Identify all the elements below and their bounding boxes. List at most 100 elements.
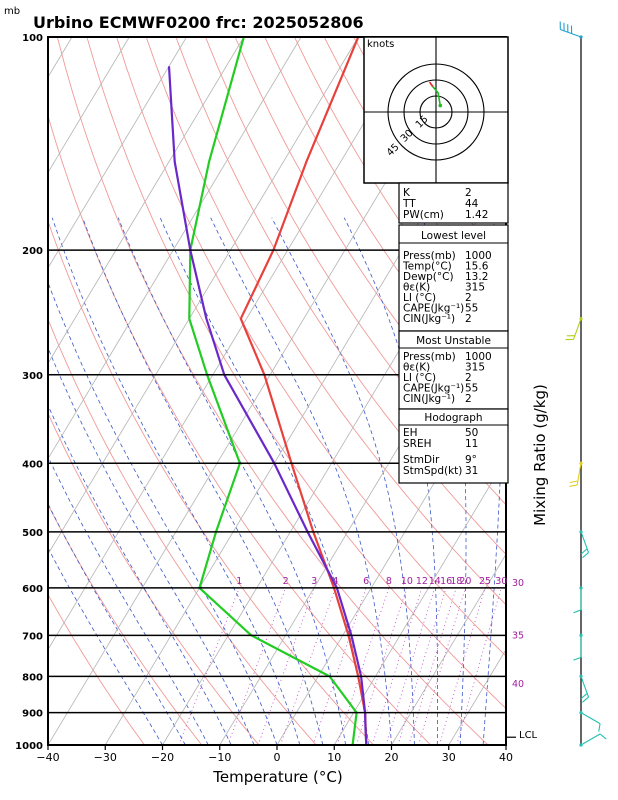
series-dewpoint: [188, 37, 358, 745]
mixing-ratio-label: 3: [311, 576, 317, 587]
isotherm: [0, 37, 15, 745]
table-row-value: 9°: [465, 454, 477, 466]
mixing-ratio-label: 4: [332, 576, 338, 587]
wind-barb-flag: [598, 723, 601, 732]
pressure-tick-label: 200: [22, 246, 43, 257]
pressure-tick-label: 1000: [15, 741, 43, 752]
mixing-ratio-line: [371, 587, 423, 745]
table-row-value: 2: [465, 313, 472, 325]
mixing-ratio-label: 16: [440, 576, 452, 587]
pressure-tick-label: 400: [22, 459, 43, 470]
chart-title: Urbino ECMWF0200 frc: 2025052806: [33, 13, 364, 32]
wind-barb-flag: [582, 696, 589, 703]
x-tick-label: 40: [499, 751, 513, 764]
hodograph-point: [438, 103, 443, 108]
isotherm: [391, 553, 506, 745]
x-tick-label: 0: [274, 751, 281, 764]
x-tick-label: −20: [151, 751, 174, 764]
table-row-value: 1000: [465, 351, 492, 363]
wind-barb-staff: [580, 676, 590, 698]
wind-barb-flag: [573, 609, 582, 614]
wind-barb-base: [579, 711, 583, 715]
mixing-ratio-label: 8: [386, 576, 392, 587]
x-tick-label: 20: [385, 751, 399, 764]
hodograph-trace-low: [431, 84, 442, 106]
table-header: Lowest level: [421, 230, 486, 242]
theta-e-label: 30: [512, 578, 524, 589]
pressure-tick-label: 700: [22, 631, 43, 642]
isotherm: [333, 457, 506, 745]
mixing-ratio-label: 6: [363, 576, 369, 587]
table-row-value: 31: [465, 465, 478, 477]
table-row-label: CAPE(Jkg⁻¹): [403, 303, 464, 315]
table-row-label: θε(K): [403, 362, 430, 374]
table-row-label: SREH: [403, 438, 432, 450]
wind-barb: [579, 733, 607, 747]
moist-adiabat: [48, 547, 163, 745]
dry-adiabat: [501, 37, 506, 44]
isotherm: [48, 37, 302, 460]
table-row-label: LI (°C): [403, 372, 436, 384]
wind-barb-staff: [580, 733, 601, 746]
mb-unit-label: mb: [4, 6, 20, 17]
pressure-tick-label: 100: [22, 33, 43, 44]
mixing-ratio-label: 20: [459, 576, 471, 587]
wind-barb-staff: [572, 318, 582, 340]
isotherm: [48, 37, 359, 555]
lcl-label: LCL: [519, 730, 538, 741]
mixing-ratio-label: 30: [495, 576, 507, 587]
hodograph-units: knots: [367, 39, 394, 50]
table-row-value: 2: [465, 187, 472, 199]
table-row-value: 1000: [465, 250, 492, 262]
wind-barb-flag: [599, 733, 607, 740]
table-row-value: 2: [465, 372, 472, 384]
table-row-label: K: [403, 187, 411, 199]
pressure-tick-label: 500: [22, 528, 43, 539]
dry-adiabat: [561, 37, 618, 760]
wind-barb-base: [579, 743, 583, 747]
isotherm: [48, 37, 245, 365]
table-header: Hodograph: [424, 412, 482, 424]
table-row-label: EH: [403, 427, 418, 439]
table-row-label: StmDir: [403, 454, 440, 466]
dry-adiabat: [175, 37, 506, 555]
pressure-tick-label: 300: [22, 371, 43, 382]
table-row-label: CAPE(Jkg⁻¹): [403, 383, 464, 395]
table-row-label: Press(mb): [403, 351, 456, 363]
mixing-ratio-line: [227, 587, 286, 745]
moist-adiabat: [48, 281, 278, 745]
table-row-value: 44: [465, 198, 479, 210]
index-box: [398, 182, 509, 224]
table-row-value: 50: [465, 427, 478, 439]
wind-barb: [579, 674, 590, 703]
table-row-value: 11: [465, 438, 478, 450]
mixing-ratio-line: [280, 587, 336, 745]
wind-barb-base: [579, 530, 583, 534]
dry-adiabat: [145, 37, 506, 606]
table-row-label: θε(K): [403, 282, 430, 294]
moist-adiabat: [271, 217, 415, 745]
dry-adiabat: [48, 219, 375, 745]
table-row-value: 1.42: [465, 209, 488, 221]
mixing-ratio-label: 14: [429, 576, 441, 587]
wind-barb-staff: [580, 531, 590, 553]
x-tick-label: −40: [36, 751, 59, 764]
table-row-label: Temp(°C): [402, 261, 452, 273]
moist-adiabat: [482, 217, 504, 745]
moist-adiabat: [48, 404, 232, 745]
table-row-value: 55: [465, 303, 478, 315]
isotherm: [48, 37, 416, 651]
dry-adiabat: [48, 593, 146, 745]
table-header: Most Unstable: [416, 335, 491, 347]
table-row-label: TT: [402, 198, 416, 210]
wind-barb: [573, 633, 583, 661]
series-temperature: [239, 37, 368, 745]
table-row-label: Press(mb): [403, 250, 456, 262]
wind-barb-base: [579, 35, 583, 39]
table-row-value: 15.6: [465, 261, 489, 273]
table-row-value: 2: [465, 292, 472, 304]
x-tick-label: 30: [442, 751, 456, 764]
pressure-tick-label: 600: [22, 584, 43, 595]
table-row-label: LI (°C): [403, 292, 436, 304]
